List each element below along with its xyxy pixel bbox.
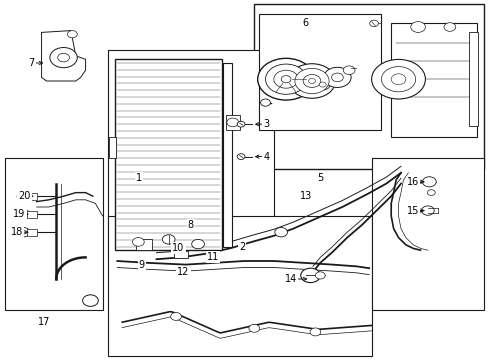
Bar (27, 229, 37, 236)
Bar (223, 63, 232, 247)
Text: 5: 5 (317, 173, 323, 183)
Text: 9: 9 (139, 260, 144, 270)
Circle shape (265, 64, 306, 94)
Text: 10: 10 (172, 243, 184, 253)
Bar (226, 115, 239, 130)
Text: 6: 6 (302, 18, 308, 28)
Text: 15: 15 (406, 206, 419, 216)
Circle shape (303, 75, 320, 87)
Bar (27, 193, 37, 200)
Circle shape (421, 206, 433, 215)
Polygon shape (41, 31, 85, 81)
Circle shape (308, 78, 315, 84)
Circle shape (323, 67, 350, 87)
Bar (107, 50, 273, 259)
Text: 18: 18 (11, 227, 23, 237)
Text: 13: 13 (299, 191, 311, 201)
Circle shape (331, 73, 343, 82)
Circle shape (248, 324, 259, 332)
Circle shape (319, 82, 325, 87)
Circle shape (58, 53, 69, 62)
Bar (390, 23, 476, 137)
Circle shape (273, 70, 298, 88)
Circle shape (17, 192, 30, 201)
Circle shape (82, 295, 98, 306)
Text: 16: 16 (406, 177, 419, 187)
Circle shape (260, 99, 270, 106)
Circle shape (410, 22, 425, 32)
Circle shape (343, 66, 354, 75)
Bar (27, 211, 37, 218)
Circle shape (170, 312, 181, 320)
Circle shape (422, 177, 435, 187)
Circle shape (315, 272, 325, 279)
Text: 3: 3 (263, 119, 269, 129)
Circle shape (237, 154, 244, 159)
Bar (371, 158, 483, 310)
Circle shape (257, 58, 314, 100)
Circle shape (237, 121, 244, 127)
Circle shape (300, 268, 320, 283)
Text: 17: 17 (38, 317, 50, 327)
Bar (173, 251, 188, 258)
Text: 7: 7 (29, 58, 35, 68)
Circle shape (67, 31, 77, 38)
Bar (107, 216, 371, 356)
Circle shape (226, 118, 238, 127)
Circle shape (288, 64, 335, 98)
Circle shape (371, 59, 425, 99)
Bar (136, 239, 151, 250)
Circle shape (294, 68, 328, 94)
Text: 19: 19 (13, 209, 26, 219)
Text: 1: 1 (136, 173, 142, 183)
Bar (115, 59, 222, 250)
Bar (468, 32, 477, 126)
Text: 11: 11 (206, 252, 219, 262)
Text: 12: 12 (177, 267, 189, 277)
Circle shape (281, 76, 290, 83)
Circle shape (315, 79, 329, 90)
Circle shape (381, 67, 415, 92)
Circle shape (50, 48, 77, 68)
Circle shape (369, 20, 378, 27)
Text: 14: 14 (284, 274, 297, 284)
Circle shape (132, 238, 144, 246)
Circle shape (17, 210, 30, 219)
Circle shape (162, 235, 175, 244)
Bar (5, 158, 102, 310)
Bar (108, 137, 116, 158)
Circle shape (274, 228, 287, 237)
Bar (259, 14, 381, 130)
Circle shape (17, 228, 30, 237)
Text: 20: 20 (18, 191, 31, 201)
Circle shape (191, 239, 204, 249)
Text: 8: 8 (187, 220, 193, 230)
Circle shape (443, 23, 455, 31)
Text: 2: 2 (239, 242, 244, 252)
Circle shape (309, 328, 320, 336)
Circle shape (390, 74, 405, 85)
Circle shape (427, 190, 434, 195)
Bar (254, 4, 483, 169)
Text: 4: 4 (263, 152, 269, 162)
